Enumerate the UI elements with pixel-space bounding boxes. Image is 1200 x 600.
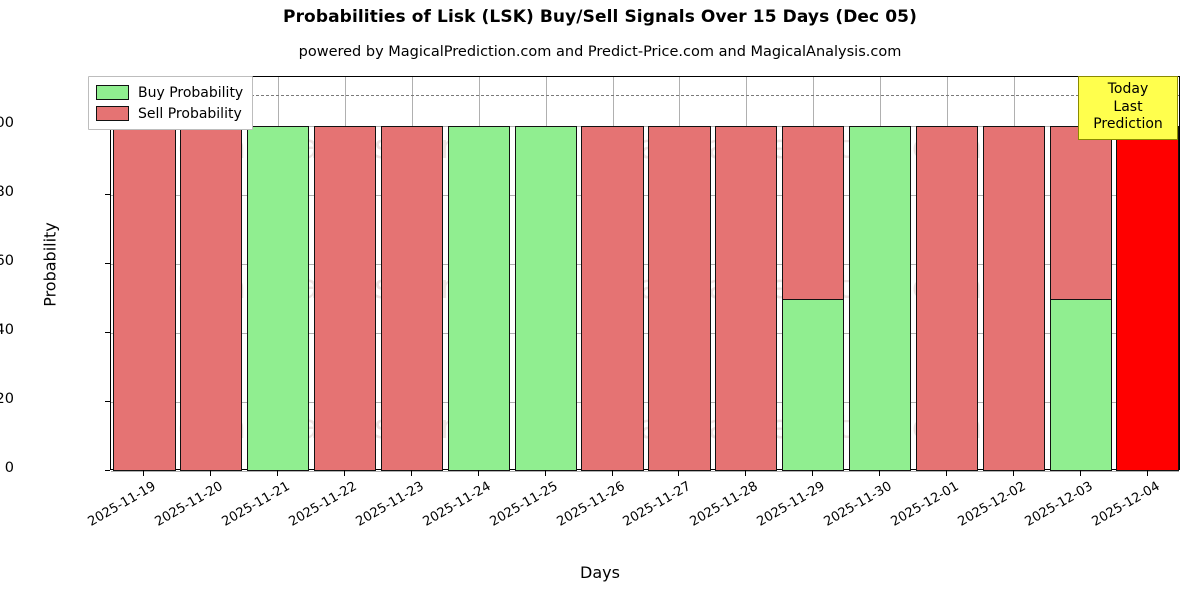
bar-buy <box>447 126 510 471</box>
x-tick-mark <box>1079 470 1081 476</box>
grid-line-horizontal <box>111 126 1179 127</box>
bar-sell <box>648 126 711 471</box>
y-tick-label: 60 <box>0 253 14 269</box>
bar-sell <box>313 126 377 471</box>
legend-label-sell: Sell Probability <box>138 105 242 122</box>
bar-today <box>1116 126 1179 471</box>
chart-title: Probabilities of Lisk (LSK) Buy/Sell Sig… <box>283 7 917 27</box>
bar-buy <box>1049 298 1112 471</box>
x-tick-mark <box>1012 470 1014 476</box>
legend-swatch-sell-icon <box>96 106 129 121</box>
bar-sell <box>113 126 176 471</box>
chart-subtitle: powered by MagicalPrediction.com and Pre… <box>298 44 902 60</box>
x-tick-mark <box>410 470 412 476</box>
y-tick-label: 100 <box>0 115 14 131</box>
legend-label-buy: Buy Probability <box>138 84 244 101</box>
y-tick-mark <box>105 401 110 402</box>
x-tick-mark <box>344 470 346 476</box>
bar-buy <box>782 298 845 471</box>
plot-area: MagicalAnalysis.comMagicalPrediction.com… <box>110 76 1180 472</box>
x-axis-label: Days <box>580 563 620 582</box>
legend-item-buy: Buy Probability <box>96 82 243 103</box>
legend-swatch-buy-icon <box>96 85 129 100</box>
x-tick-mark <box>143 470 145 476</box>
x-tick-mark <box>544 470 546 476</box>
y-tick-mark <box>105 263 110 264</box>
x-tick-mark <box>745 470 747 476</box>
bar-sell <box>982 126 1045 471</box>
bar-sell <box>380 126 444 471</box>
bar-sell <box>581 126 644 471</box>
x-tick-mark <box>277 470 279 476</box>
grid-line-horizontal <box>111 195 1179 196</box>
x-tick-mark <box>1146 470 1148 476</box>
bar-buy <box>848 126 912 471</box>
bar-sell <box>915 126 979 471</box>
legend-item-sell: Sell Probability <box>96 103 243 124</box>
bar-sell <box>180 126 243 471</box>
y-tick-label: 20 <box>0 391 14 407</box>
x-tick-mark <box>477 470 479 476</box>
today-annotation-line2: Last Prediction <box>1093 98 1163 133</box>
grid-line-horizontal <box>111 333 1179 334</box>
y-tick-label: 0 <box>4 460 14 476</box>
bar-sell <box>715 126 778 471</box>
y-tick-label: 80 <box>0 184 14 200</box>
grid-line-horizontal <box>111 264 1179 265</box>
y-axis-label: Probability <box>40 222 60 307</box>
today-annotation-line1: Today <box>1107 81 1149 97</box>
bar-buy <box>247 126 310 471</box>
y-tick-mark <box>105 332 110 333</box>
y-tick-mark <box>105 194 110 195</box>
y-tick-mark <box>105 470 110 471</box>
reference-line <box>111 94 1179 96</box>
legend: Buy Probability Sell Probability <box>88 76 254 130</box>
x-tick-mark <box>678 470 680 476</box>
x-tick-mark <box>879 470 881 476</box>
today-annotation: Today Last Prediction <box>1078 76 1178 140</box>
x-tick-mark <box>611 470 613 476</box>
x-tick-mark <box>945 470 947 476</box>
grid-line-horizontal <box>111 402 1179 403</box>
grid-line-horizontal <box>111 471 1179 472</box>
bar-buy <box>514 126 577 471</box>
x-tick-mark <box>210 470 212 476</box>
bars-layer <box>111 77 1179 471</box>
x-tick-mark <box>812 470 814 476</box>
y-tick-label: 40 <box>0 322 14 338</box>
